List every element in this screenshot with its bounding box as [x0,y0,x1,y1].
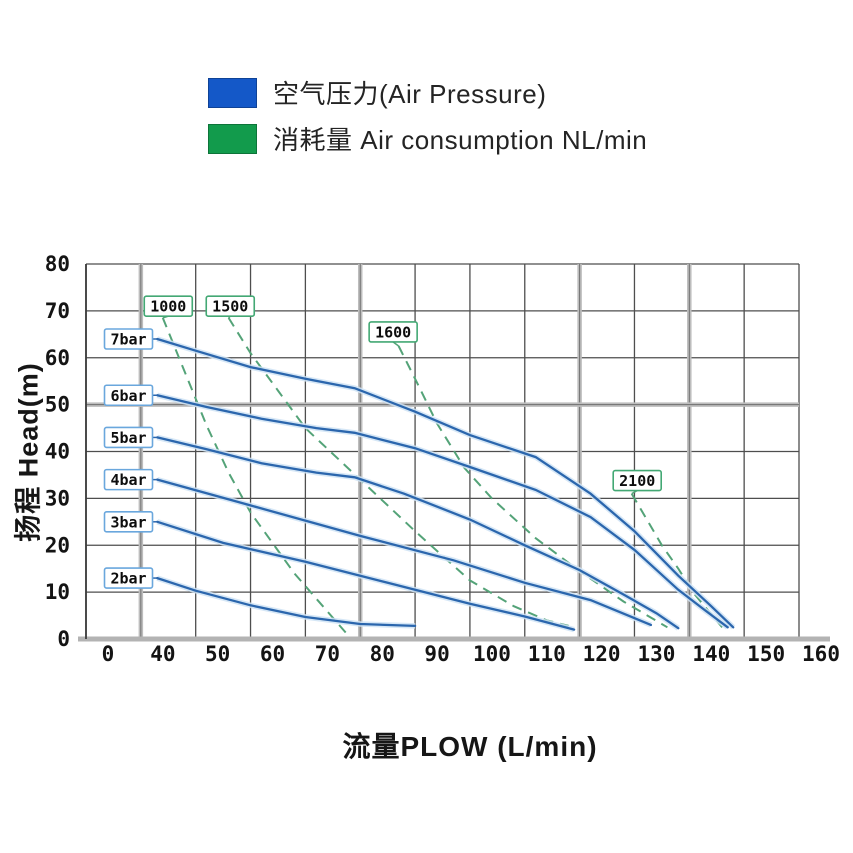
x-tick-label: 80 [370,642,395,666]
x-tick-label: 100 [473,642,511,666]
y-tick-label: 20 [45,533,70,557]
curve-label-box-6bar [103,384,154,407]
x-tick-label: 70 [315,642,340,666]
curve-label-7bar: 7bar [110,331,146,349]
curve-label-box-7bar [103,328,154,350]
x-tick-label: 120 [583,642,621,666]
y-tick-label: 10 [45,580,70,604]
x-tick-label: 130 [637,642,675,666]
y-tick-label: 80 [45,252,70,276]
curve-label-box-1600 [368,321,418,343]
x-tick-label: 50 [205,642,230,666]
y-tick-label: 40 [45,440,70,464]
curve-4bar [156,478,653,627]
curve-3bar [156,520,576,631]
curve-label-3bar: 3bar [110,513,146,531]
x-tick-label: 0 [102,642,115,666]
curve-1000 [161,317,351,638]
x-tick-label: 160 [802,642,840,666]
curve-label-6bar: 6bar [110,387,146,405]
curve-1600 [397,345,668,629]
curve-label-box-4bar [103,468,154,491]
y-tick-label: 60 [45,346,70,370]
curve-1500 [227,317,569,627]
curve-7bar [156,337,735,629]
curve-label-1600: 1600 [375,323,411,341]
y-tick-label: 70 [45,299,70,323]
curve-label-2bar: 2bar [110,570,146,588]
x-tick-label: 40 [150,642,175,666]
curve-label-box-5bar [103,426,154,449]
curve-label-box-3bar [103,511,154,533]
chart-legend: 空气压力(Air Pressure) 消耗量 Air consumption N… [208,74,647,166]
x-tick-label: 150 [747,642,785,666]
legend-label-air-pressure: 空气压力(Air Pressure) [273,79,547,109]
y-tick-label: 0 [57,627,70,651]
air-consumption-swatch-icon [208,123,257,154]
curve-label-box-2bar [103,567,154,589]
curve-halo-4bar [156,476,652,628]
curve-label-box-1500 [205,295,256,317]
legend-item-air-pressure: 空气压力(Air Pressure) [208,74,647,111]
curve-6bar [156,394,729,629]
curve-2bar [156,576,417,628]
curve-label-4bar: 4bar [110,471,146,489]
curve-2100 [630,493,723,628]
curve-label-box-1000 [143,295,194,317]
legend-label-air-consumption: 消耗量 Air consumption NL/min [273,125,648,155]
x-tick-label: 90 [424,642,449,666]
x-tick-label: 140 [692,642,730,666]
curve-label-1500: 1500 [212,298,248,316]
x-tick-label: 110 [528,642,566,666]
curve-label-2100: 2100 [619,472,655,490]
y-tick-label: 30 [45,486,70,510]
x-axis-title: 流量PLOW (L/min) [342,731,598,762]
x-tick-label: 60 [260,642,285,666]
y-tick-label: 50 [45,393,70,417]
air-pressure-swatch-icon [208,77,257,108]
curve-label-1000: 1000 [150,298,186,316]
curve-5bar [156,436,680,630]
curve-label-box-2100 [612,469,663,492]
curve-label-5bar: 5bar [110,429,146,447]
legend-item-air-consumption: 消耗量 Air consumption NL/min [208,120,647,157]
